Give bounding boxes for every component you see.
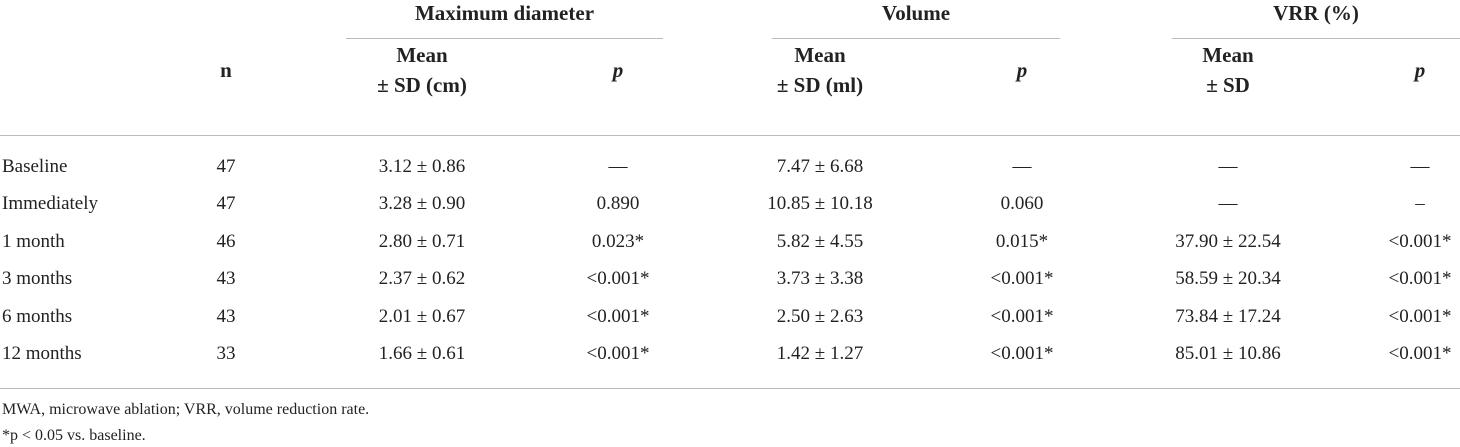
- column-header: ± SD (cm): [377, 73, 467, 97]
- cell: 7.47 ± 6.68: [776, 156, 864, 177]
- footnote: MWA, microwave ablation; VRR, volume red…: [2, 401, 370, 418]
- group-rule: [346, 38, 663, 39]
- cell: <0.001*: [1388, 268, 1452, 290]
- row-label: 3 months: [2, 268, 73, 290]
- column-header: p: [1414, 58, 1426, 82]
- cell: 3.28 ± 0.90: [378, 193, 466, 215]
- cell: 2.01 ± 0.67: [378, 305, 466, 327]
- row-label: Immediately: [2, 193, 99, 215]
- cell: <0.001*: [1388, 305, 1452, 327]
- cell: 47: [216, 156, 236, 177]
- cell: <0.001*: [990, 343, 1054, 364]
- cell: <0.001*: [586, 268, 650, 290]
- group-header: VRR (%): [1273, 1, 1359, 25]
- column-header: p: [1016, 58, 1028, 82]
- cell: –: [1415, 193, 1425, 215]
- group-header: Maximum diameter: [414, 1, 595, 25]
- cell: 37.90 ± 22.54: [1175, 230, 1281, 252]
- header-rule: [0, 135, 1460, 136]
- cell: 46: [216, 230, 236, 252]
- footnote: *p < 0.05 vs. baseline.: [2, 427, 146, 444]
- cell: 73.84 ± 17.24: [1175, 305, 1281, 327]
- cell: 0.890: [596, 193, 640, 215]
- cell: <0.001*: [1388, 343, 1452, 364]
- cell: 58.59 ± 20.34: [1175, 268, 1281, 290]
- cell: 3.12 ± 0.86: [378, 156, 466, 177]
- bottom-rule: [0, 388, 1460, 389]
- group-header: Volume: [881, 1, 951, 25]
- cell: <0.001*: [990, 268, 1054, 290]
- cell: 2.80 ± 0.71: [378, 230, 466, 252]
- cell: <0.001*: [1388, 230, 1452, 252]
- column-header: ± SD: [1206, 73, 1250, 97]
- cell: —: [1218, 193, 1238, 215]
- cell: 2.50 ± 2.63: [776, 305, 864, 327]
- cell: <0.001*: [586, 305, 650, 327]
- cell: 3.73 ± 3.38: [776, 268, 864, 290]
- cell: 0.060: [1000, 193, 1044, 215]
- row-label: 6 months: [2, 305, 73, 327]
- cell: 1.42 ± 1.27: [776, 343, 864, 364]
- cell: 43: [216, 268, 236, 290]
- cell: 33: [216, 343, 236, 364]
- column-header: Mean: [794, 43, 846, 67]
- cell: 43: [216, 305, 236, 327]
- group-rule: [1172, 38, 1460, 39]
- row-label: 12 months: [2, 343, 82, 364]
- cell: —: [1012, 156, 1032, 177]
- column-header: Mean: [1202, 43, 1254, 67]
- cell: 0.015*: [995, 230, 1049, 252]
- column-header: n: [220, 58, 232, 82]
- cell: <0.001*: [586, 343, 650, 364]
- cell: 10.85 ± 10.18: [767, 193, 873, 215]
- cell: 85.01 ± 10.86: [1175, 343, 1281, 364]
- cell: 2.37 ± 0.62: [378, 268, 466, 290]
- row-label: 1 month: [2, 230, 65, 252]
- cell: —: [1218, 156, 1238, 177]
- column-header: p: [612, 58, 624, 82]
- column-header: Mean: [396, 43, 448, 67]
- cell: —: [608, 156, 628, 177]
- cell: 5.82 ± 4.55: [776, 230, 864, 252]
- column-header: ± SD (ml): [776, 73, 864, 97]
- cell: —: [1410, 156, 1430, 177]
- row-label: Baseline: [2, 156, 68, 177]
- cell: 47: [216, 193, 236, 215]
- group-rule: [772, 38, 1060, 39]
- cell: 0.023*: [591, 230, 645, 252]
- cell: <0.001*: [990, 305, 1054, 327]
- cell: 1.66 ± 0.61: [378, 343, 466, 364]
